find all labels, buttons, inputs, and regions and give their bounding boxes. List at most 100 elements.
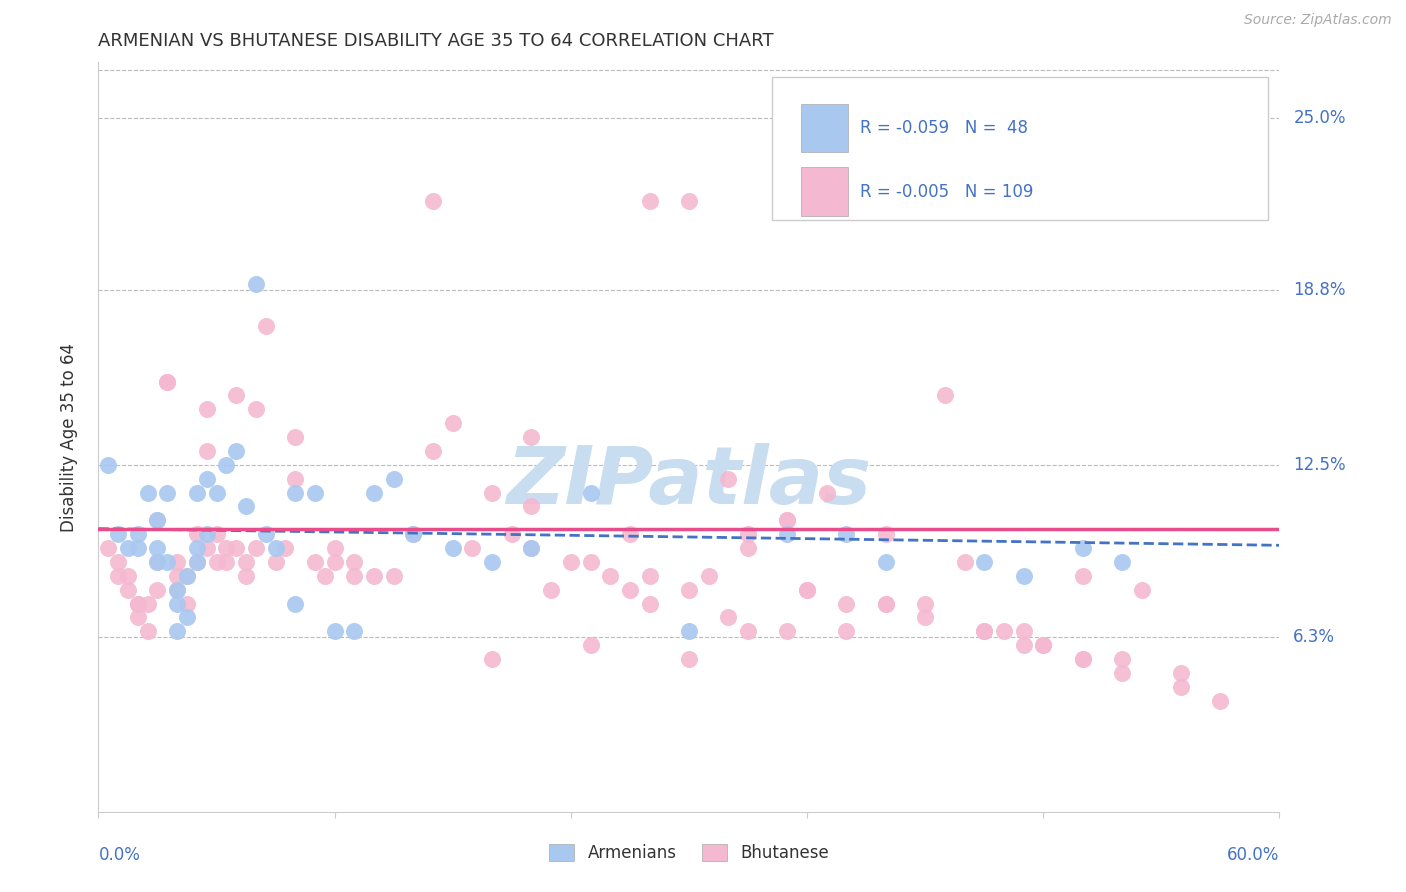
Point (520, 541, 543, 555)
Point (254, 527, 277, 541)
Point (914, 610, 936, 624)
Point (422, 194, 444, 209)
Text: 25.0%: 25.0% (1294, 109, 1346, 127)
Point (441, 416, 464, 430)
Point (579, 555, 602, 569)
Point (619, 527, 641, 541)
Point (343, 624, 366, 639)
Point (441, 541, 464, 555)
Point (835, 527, 858, 541)
Point (225, 541, 247, 555)
Point (776, 513, 799, 527)
Point (914, 597, 936, 611)
Point (520, 500, 543, 514)
Point (1170, 665, 1192, 680)
Point (107, 527, 129, 541)
Text: 0.0%: 0.0% (98, 847, 141, 864)
Point (638, 194, 661, 209)
Point (717, 610, 740, 624)
Point (776, 513, 799, 527)
Point (146, 513, 169, 527)
FancyBboxPatch shape (801, 103, 848, 152)
Point (599, 569, 621, 583)
Point (1071, 541, 1094, 555)
Point (304, 485, 326, 500)
Point (323, 555, 346, 569)
Point (363, 569, 385, 583)
Point (481, 555, 503, 569)
Point (166, 624, 188, 639)
Point (127, 541, 149, 555)
Point (166, 555, 188, 569)
Point (117, 569, 139, 583)
Point (776, 527, 799, 541)
Point (1071, 569, 1094, 583)
Point (117, 582, 139, 597)
Point (678, 652, 700, 666)
Point (737, 527, 759, 541)
Point (520, 541, 543, 555)
Point (520, 430, 543, 444)
Point (235, 500, 257, 514)
Point (835, 597, 858, 611)
Point (993, 624, 1015, 639)
Point (737, 541, 759, 555)
Point (146, 513, 169, 527)
Point (973, 555, 995, 569)
Point (264, 541, 287, 555)
Point (146, 555, 169, 569)
Point (254, 319, 277, 334)
Point (166, 597, 188, 611)
Point (875, 527, 897, 541)
Point (638, 597, 661, 611)
Point (343, 555, 366, 569)
Point (235, 569, 257, 583)
Point (195, 444, 218, 458)
Point (1032, 638, 1054, 652)
Point (304, 555, 326, 569)
Point (796, 582, 818, 597)
Point (176, 569, 198, 583)
Point (107, 569, 129, 583)
Point (215, 541, 238, 555)
Point (973, 624, 995, 639)
Point (195, 402, 218, 417)
Point (284, 597, 307, 611)
Point (875, 597, 897, 611)
Point (737, 624, 759, 639)
Point (422, 444, 444, 458)
Point (323, 541, 346, 555)
Point (343, 569, 366, 583)
Point (176, 610, 198, 624)
Point (97, 458, 120, 472)
Point (382, 569, 405, 583)
Point (835, 624, 858, 639)
Point (314, 569, 336, 583)
Point (235, 555, 257, 569)
Point (186, 555, 208, 569)
Point (186, 485, 208, 500)
Point (107, 555, 129, 569)
Point (274, 541, 297, 555)
Point (245, 402, 267, 417)
Point (245, 277, 267, 292)
Point (245, 541, 267, 555)
Point (156, 485, 179, 500)
Point (117, 541, 139, 555)
Point (1130, 582, 1153, 597)
Point (1071, 652, 1094, 666)
Point (1012, 624, 1035, 639)
Point (579, 638, 602, 652)
Point (796, 582, 818, 597)
Point (875, 597, 897, 611)
Point (215, 555, 238, 569)
Point (501, 527, 523, 541)
Point (678, 624, 700, 639)
Point (1071, 652, 1094, 666)
Point (127, 597, 149, 611)
Point (186, 527, 208, 541)
Point (146, 555, 169, 569)
Text: 6.3%: 6.3% (1294, 628, 1336, 646)
Point (1111, 652, 1133, 666)
Point (136, 624, 159, 639)
